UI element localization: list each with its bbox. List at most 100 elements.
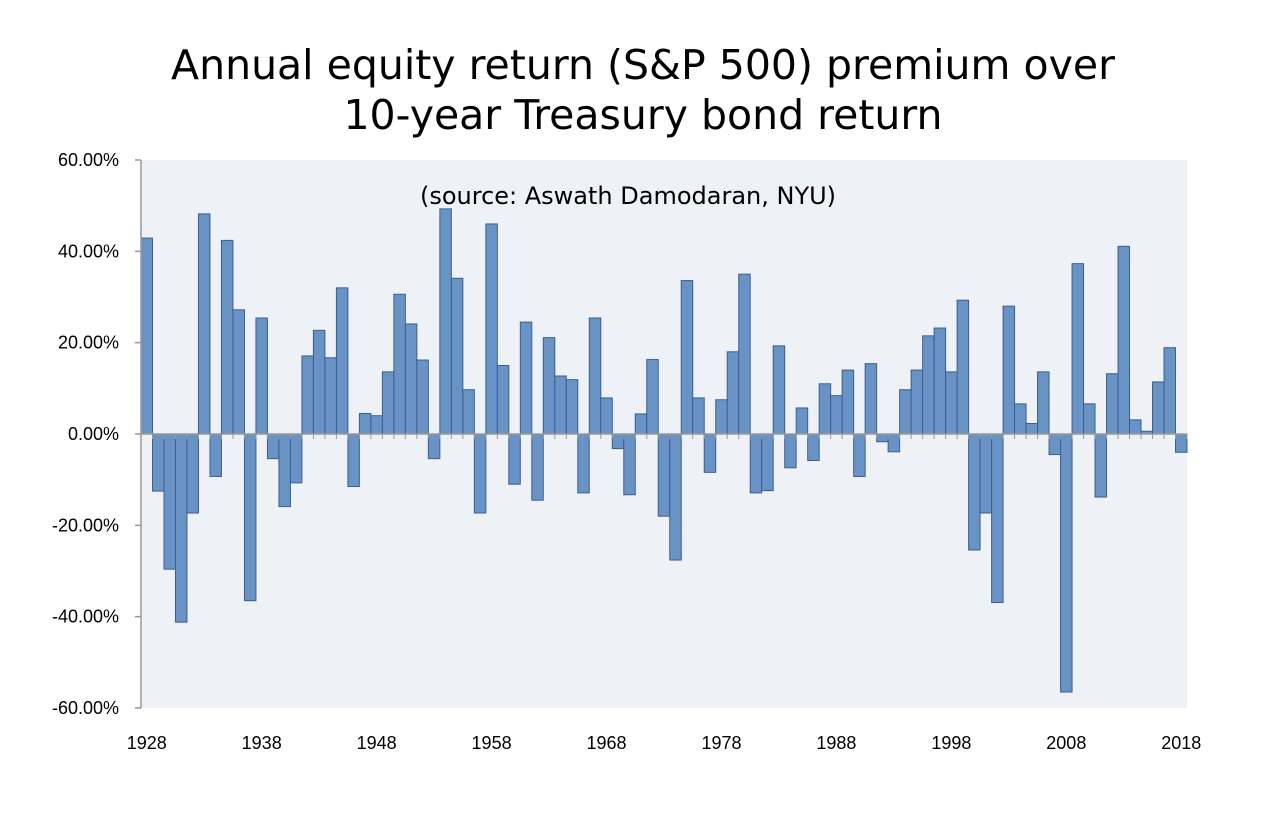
bar-1961 <box>519 321 533 435</box>
bar-1955 <box>450 277 464 435</box>
x-tick-label: 2018 <box>1161 733 1201 753</box>
bar-1976 <box>692 397 705 435</box>
bar-1950 <box>393 293 406 435</box>
bar-1969 <box>611 433 625 450</box>
bar-2010 <box>1083 403 1096 435</box>
bar-1991 <box>864 363 878 435</box>
bar-1936 <box>232 309 245 435</box>
bar-1956 <box>462 389 475 435</box>
bar-2003 <box>1002 305 1016 435</box>
x-tick-label: 1998 <box>931 733 971 753</box>
bar-1981 <box>749 433 763 494</box>
bar-1928 <box>140 237 153 435</box>
bar-1962 <box>531 433 544 501</box>
bar-1954 <box>439 208 452 435</box>
bar-1992 <box>876 433 889 443</box>
bar-1980 <box>738 273 751 435</box>
bar-1942 <box>301 355 314 435</box>
bar-1938 <box>255 317 268 435</box>
bar-1997 <box>933 327 947 435</box>
bar-1966 <box>577 433 590 494</box>
bar-2002 <box>991 433 1004 604</box>
chart-title: Annual equity return (S&P 500) premium o… <box>0 40 1286 140</box>
bar-1999 <box>956 299 970 435</box>
bar-1972 <box>646 359 659 435</box>
bar-1948 <box>370 415 383 435</box>
bar-2013 <box>1117 245 1131 435</box>
bar-1937 <box>243 433 257 602</box>
x-tick-label: 1978 <box>701 733 741 753</box>
x-tick-label: 1968 <box>587 733 627 753</box>
bar-1968 <box>600 397 613 435</box>
bars-group <box>140 208 1188 693</box>
bar-1931 <box>174 433 188 623</box>
bar-1988 <box>830 395 843 435</box>
bar-1933 <box>197 213 211 435</box>
x-tick-label: 1928 <box>127 733 167 753</box>
bar-1953 <box>427 433 441 460</box>
bar-1959 <box>496 365 510 435</box>
bar-1994 <box>899 389 912 435</box>
bar-1990 <box>853 433 866 477</box>
bar-1979 <box>726 351 740 435</box>
bar-1960 <box>508 433 521 485</box>
bar-1977 <box>703 433 717 473</box>
bar-1971 <box>634 413 648 435</box>
bar-1984 <box>784 433 797 469</box>
y-tick-label: 20.00% <box>58 333 119 353</box>
bar-1975 <box>680 280 694 435</box>
bar-1986 <box>807 433 820 461</box>
bar-2004 <box>1014 403 1027 435</box>
bar-1930 <box>163 433 176 570</box>
bar-1987 <box>818 383 832 435</box>
x-tick-label: 1938 <box>242 733 282 753</box>
bar-2017 <box>1163 347 1177 435</box>
x-tick-label: 1948 <box>357 733 397 753</box>
bar-1965 <box>565 379 579 435</box>
bar-1974 <box>669 433 682 561</box>
bar-1935 <box>220 239 234 435</box>
bar-1963 <box>542 337 556 435</box>
bar-2016 <box>1152 381 1165 435</box>
chart-title-line-1: Annual equity return (S&P 500) premium o… <box>171 41 1115 89</box>
y-tick-label: 40.00% <box>58 241 119 261</box>
bar-1998 <box>945 371 958 435</box>
bar-1993 <box>887 433 901 453</box>
bar-1940 <box>278 433 291 508</box>
bar-1973 <box>657 433 671 517</box>
bar-1985 <box>795 407 809 435</box>
bar-1995 <box>910 369 924 435</box>
bar-1932 <box>186 433 199 514</box>
x-tick-label: 1958 <box>472 733 512 753</box>
x-tick-label: 2008 <box>1046 733 1086 753</box>
bar-1951 <box>404 323 418 435</box>
bar-2001 <box>979 433 993 514</box>
bar-1964 <box>554 375 567 435</box>
bar-1996 <box>922 335 935 435</box>
bar-2006 <box>1037 371 1050 435</box>
y-tick-label: -40.00% <box>52 607 119 627</box>
y-tick-label: -20.00% <box>52 515 119 535</box>
bar-2012 <box>1106 373 1119 435</box>
bar-2009 <box>1071 263 1085 435</box>
y-tick-label: 60.00% <box>58 150 119 170</box>
chart-title-line-2: 10-year Treasury bond return <box>343 91 943 139</box>
bar-1941 <box>289 433 303 484</box>
bar-1970 <box>623 433 636 496</box>
bar-1947 <box>358 412 372 435</box>
y-tick-label: -60.00% <box>52 698 119 718</box>
bar-1983 <box>772 345 786 435</box>
bar-2000 <box>968 433 981 551</box>
bar-1982 <box>761 433 774 492</box>
bar-1967 <box>588 317 602 435</box>
y-axis: 60.00% 40.00% 20.00% 0.00% -20.00% -40.00% -60… <box>52 150 142 718</box>
bar-1949 <box>381 371 395 435</box>
bar-1944 <box>324 357 337 435</box>
x-axis: 1928 1938 1948 1958 1968 1978 1988 1998 2008 2018 <box>127 433 1201 753</box>
bar-1929 <box>151 433 165 492</box>
bar-2007 <box>1048 433 1062 456</box>
bar-1934 <box>209 433 222 477</box>
bar-1958 <box>485 223 498 435</box>
bar-2008 <box>1060 433 1073 693</box>
